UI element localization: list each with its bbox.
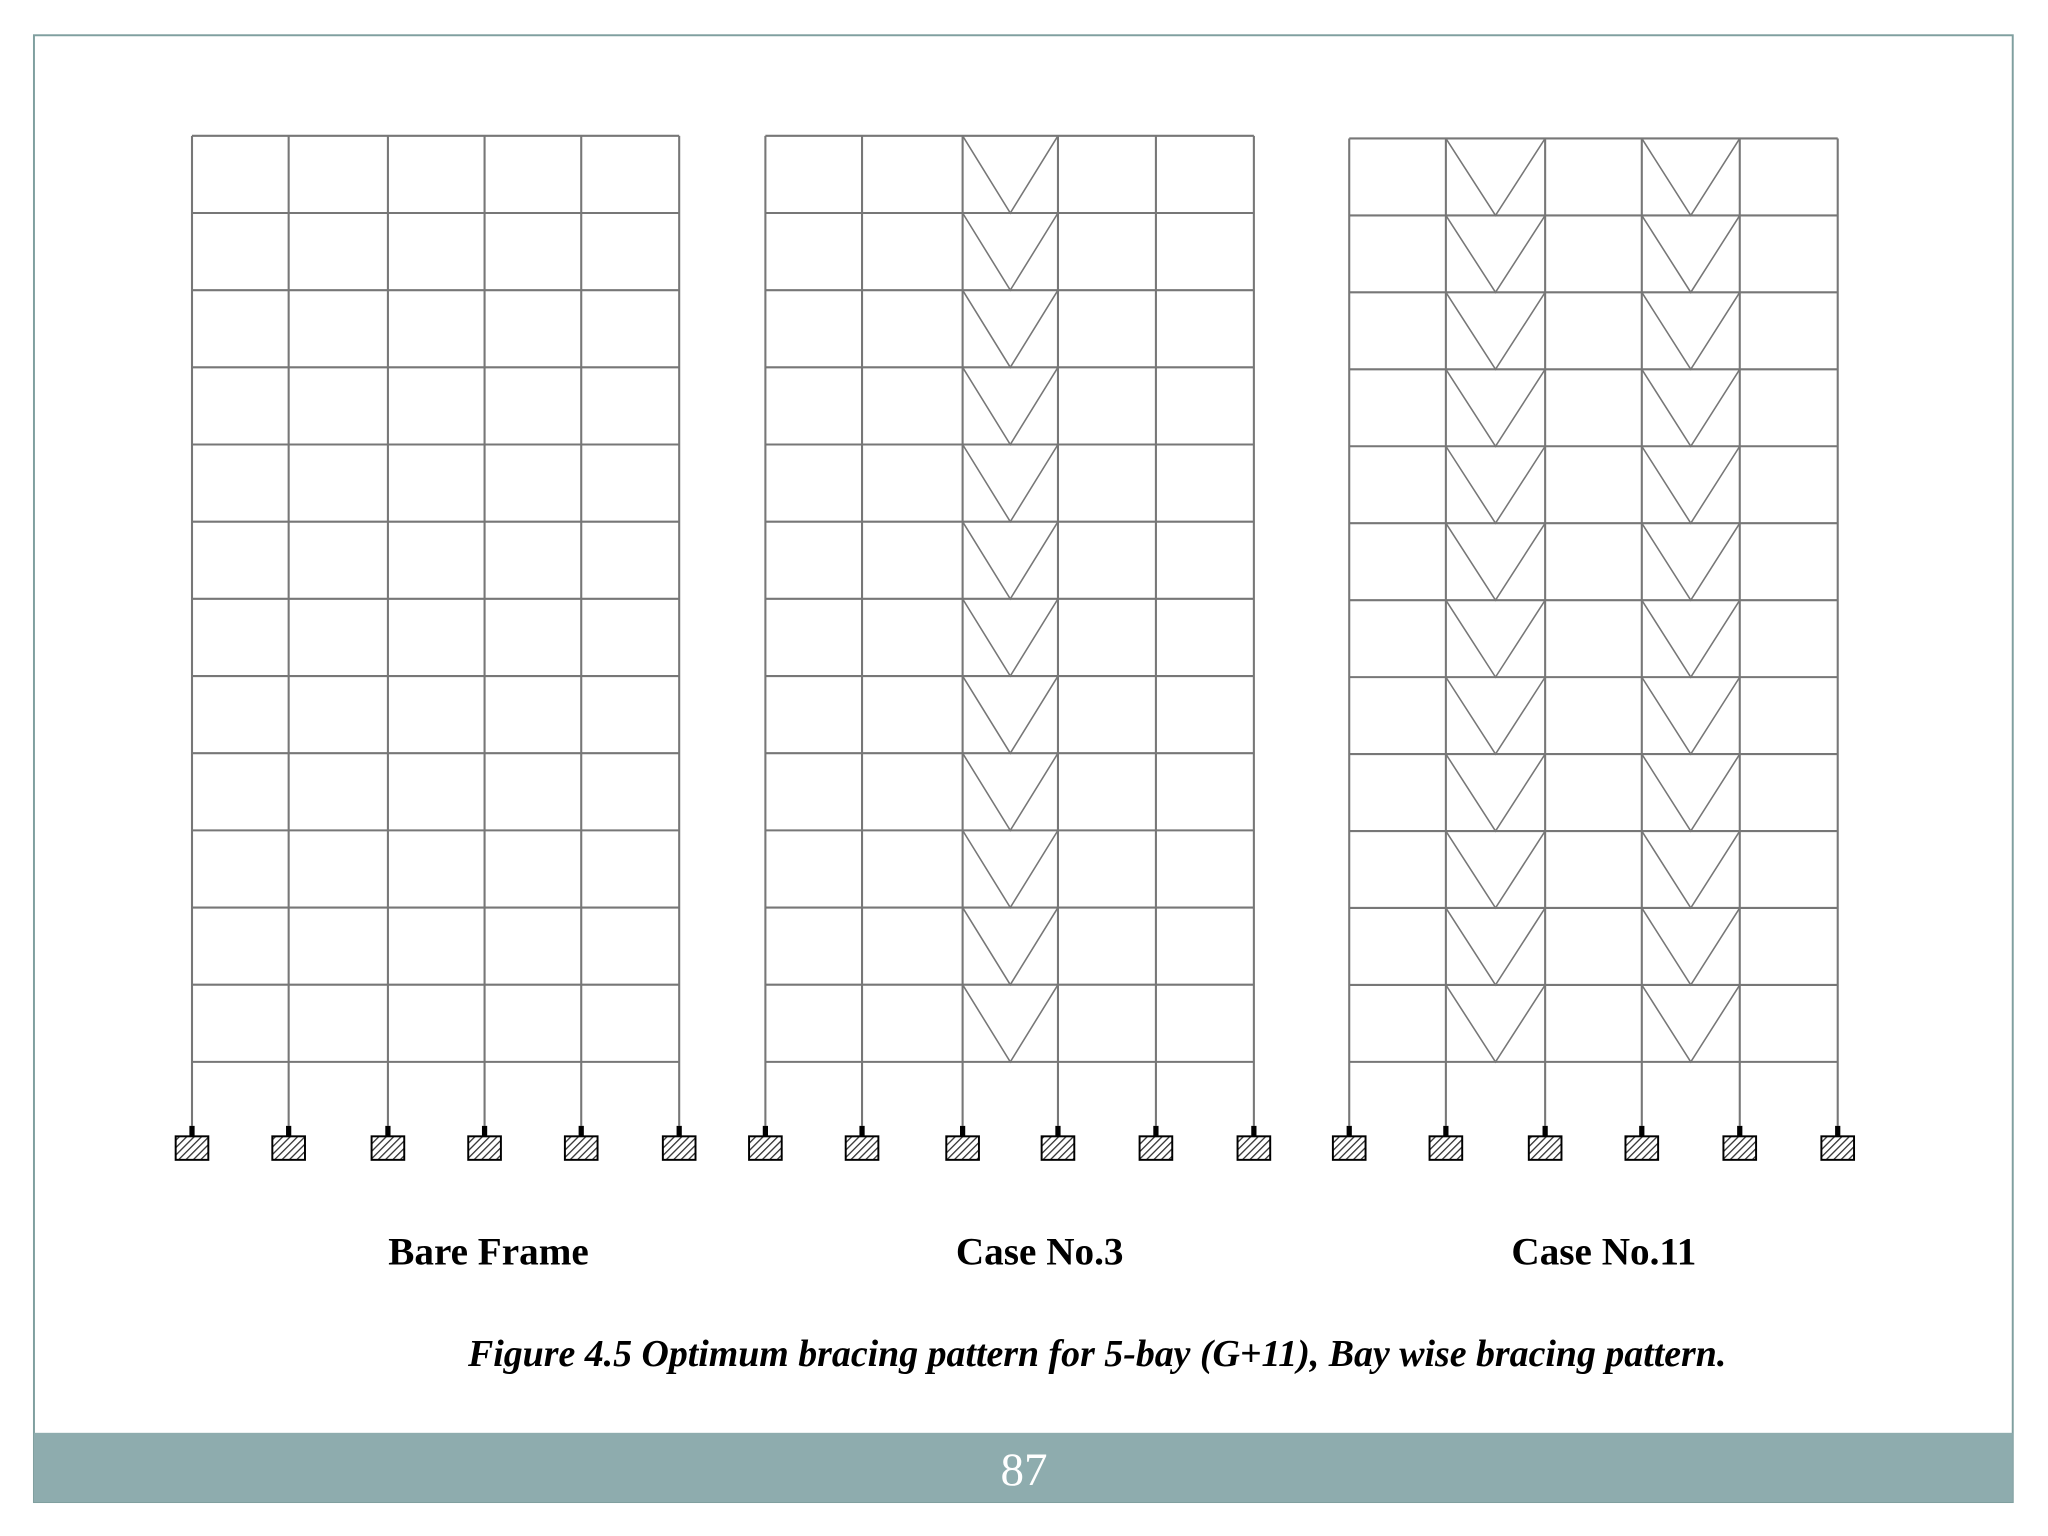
support-post <box>1542 1125 1548 1138</box>
support-post <box>676 1125 682 1138</box>
brace <box>961 598 1059 678</box>
brace <box>1641 907 1741 987</box>
support <box>748 1135 783 1161</box>
brace <box>1445 907 1546 987</box>
support-post <box>960 1125 966 1138</box>
brace <box>1641 522 1741 602</box>
brace <box>1445 984 1546 1064</box>
brace <box>961 289 1059 369</box>
frames <box>174 134 1856 1161</box>
brace <box>1641 368 1741 448</box>
support-post <box>1443 1125 1449 1138</box>
brace <box>1445 753 1546 833</box>
support <box>1428 1135 1464 1161</box>
support <box>370 1135 406 1161</box>
brace <box>1445 291 1546 371</box>
support <box>1040 1135 1076 1161</box>
slide-border <box>32 34 2014 1504</box>
brace <box>1641 830 1741 910</box>
support-post <box>385 1125 391 1138</box>
brace <box>961 444 1059 524</box>
brace <box>1445 138 1546 217</box>
support-post <box>1737 1125 1743 1138</box>
brace <box>1641 676 1741 756</box>
brace <box>961 212 1059 292</box>
support-post <box>481 1125 488 1138</box>
support <box>1236 1135 1272 1161</box>
brace <box>1445 368 1546 448</box>
brace <box>1445 599 1546 679</box>
support <box>945 1135 980 1161</box>
footer-band <box>33 1432 2013 1503</box>
brace <box>1641 599 1741 679</box>
support <box>467 1135 502 1161</box>
frame-label: Case No.3 <box>956 1230 1124 1273</box>
brace <box>1641 291 1741 371</box>
support <box>661 1135 697 1161</box>
support-post <box>1055 1125 1061 1138</box>
support-post <box>762 1125 768 1138</box>
figure-caption: Figure 4.5 Optimum bracing pattern for 5… <box>467 1333 1726 1375</box>
brace <box>961 366 1059 447</box>
support-post <box>1251 1125 1257 1138</box>
support <box>1331 1135 1367 1161</box>
brace <box>1445 214 1546 294</box>
support-post <box>578 1125 584 1138</box>
brace <box>1641 984 1741 1064</box>
brace <box>961 984 1059 1064</box>
support-post <box>1346 1125 1352 1138</box>
frame-label: Bare Frame <box>388 1230 589 1273</box>
page-number: 87 <box>1000 1444 1047 1496</box>
brace <box>961 521 1059 601</box>
brace <box>961 829 1059 910</box>
support <box>563 1135 599 1161</box>
brace <box>1641 138 1741 217</box>
support-post <box>1835 1125 1841 1138</box>
frame-label: Case No.11 <box>1511 1230 1696 1273</box>
support <box>174 1135 210 1161</box>
support <box>1624 1135 1660 1161</box>
brace <box>1445 830 1546 910</box>
support-post <box>286 1125 292 1138</box>
support <box>1820 1135 1856 1161</box>
brace <box>961 135 1059 215</box>
brace <box>961 675 1059 755</box>
support-post <box>859 1125 865 1138</box>
support <box>271 1135 306 1161</box>
support-post <box>1153 1125 1159 1138</box>
brace <box>1445 445 1546 525</box>
support <box>1722 1135 1758 1161</box>
brace <box>961 907 1059 987</box>
brace <box>1641 753 1741 833</box>
brace <box>1445 522 1546 602</box>
support-post <box>1639 1125 1645 1138</box>
support <box>844 1135 880 1161</box>
brace <box>1641 214 1741 294</box>
support <box>1527 1135 1563 1161</box>
support <box>1138 1135 1174 1161</box>
brace <box>1445 676 1546 756</box>
brace <box>961 752 1059 832</box>
brace <box>1641 445 1741 525</box>
support-post <box>189 1125 195 1138</box>
